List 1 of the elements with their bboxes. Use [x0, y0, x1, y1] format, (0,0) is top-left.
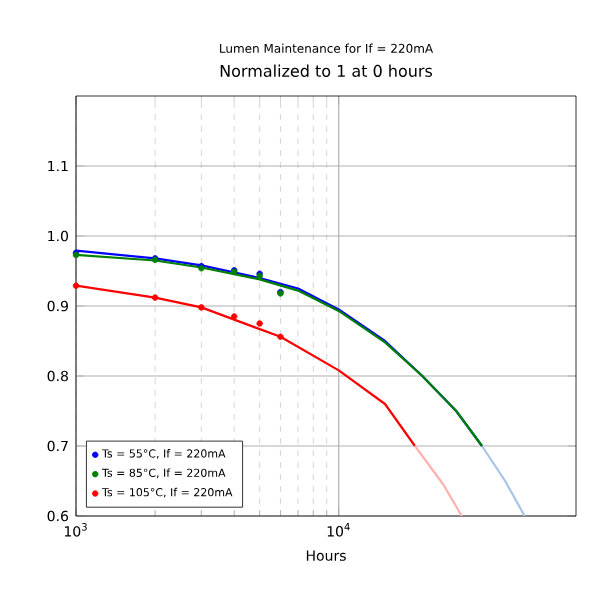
chart-subtitle: Normalized to 1 at 0 hours	[220, 64, 433, 77]
